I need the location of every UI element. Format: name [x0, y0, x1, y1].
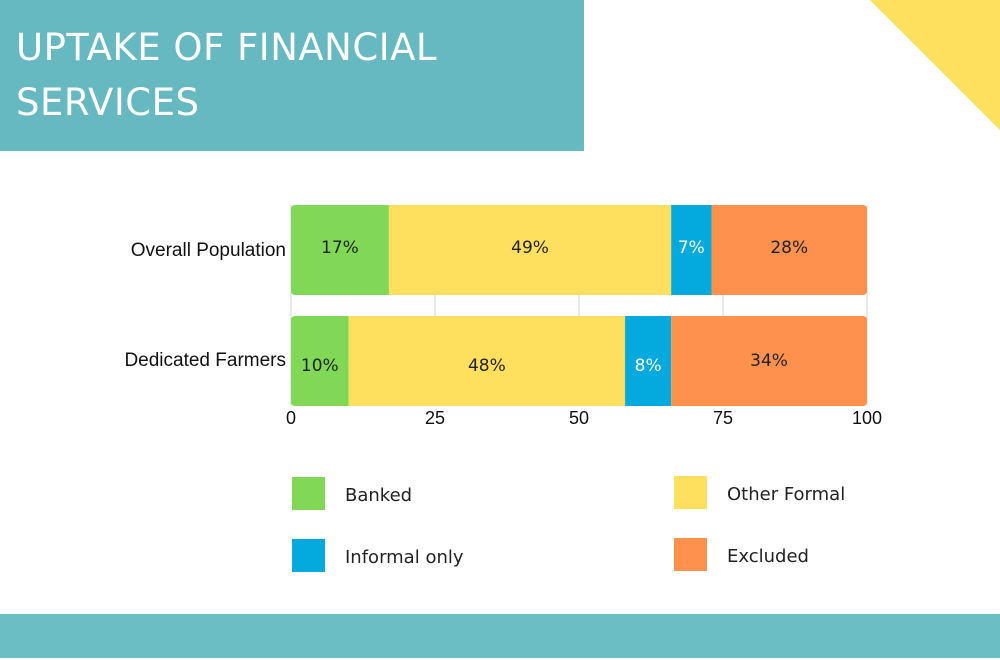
legend-swatch [292, 477, 325, 510]
category-label: Overall Population [131, 240, 286, 261]
bar-value-label: 28% [770, 238, 808, 258]
category-label: Dedicated Farmers [124, 350, 286, 371]
bar-value-label: 49% [511, 238, 549, 258]
bar-segment [625, 316, 672, 406]
bar-segment [388, 205, 672, 295]
stacked-bar-chart: 17% 49% 7% 28% 10% 48% 8% 34% 0 25 50 75 100 Overall… [124, 205, 882, 428]
bar-segment [348, 316, 626, 406]
footer-band [0, 614, 1000, 658]
x-tick-label: 25 [425, 408, 445, 428]
bar-value-label: 8% [635, 356, 662, 376]
bar-segment [291, 316, 349, 406]
legend-swatch [292, 539, 325, 572]
bar-row-0 [291, 205, 867, 295]
bar-segment [671, 205, 712, 295]
bar-value-label: 7% [678, 238, 705, 258]
bar-value-label: 10% [301, 356, 339, 376]
bar-value-label: 48% [468, 356, 506, 376]
legend-swatch [674, 538, 707, 571]
legend-label: Excluded [727, 546, 809, 567]
bar-value-label: 17% [321, 238, 359, 258]
x-tick-label: 100 [852, 408, 882, 428]
title-banner: UPTAKE OF FINANCIAL SERVICES [0, 0, 584, 151]
page-title: UPTAKE OF FINANCIAL SERVICES [16, 26, 438, 124]
bar-segment [711, 205, 867, 295]
x-tick-label: 0 [286, 408, 296, 428]
legend-label: Informal only [345, 547, 464, 568]
legend-label: Other Formal [727, 484, 846, 505]
bar-segment [291, 205, 389, 295]
bar-row-1 [291, 316, 867, 406]
legend-label: Banked [345, 485, 413, 506]
bar-segment [671, 316, 867, 406]
corner-triangle-decoration [870, 0, 1000, 130]
x-tick-label: 75 [713, 408, 733, 428]
bar-value-label: 34% [750, 351, 788, 371]
legend-swatch [674, 476, 707, 509]
x-tick-label: 50 [569, 408, 589, 428]
